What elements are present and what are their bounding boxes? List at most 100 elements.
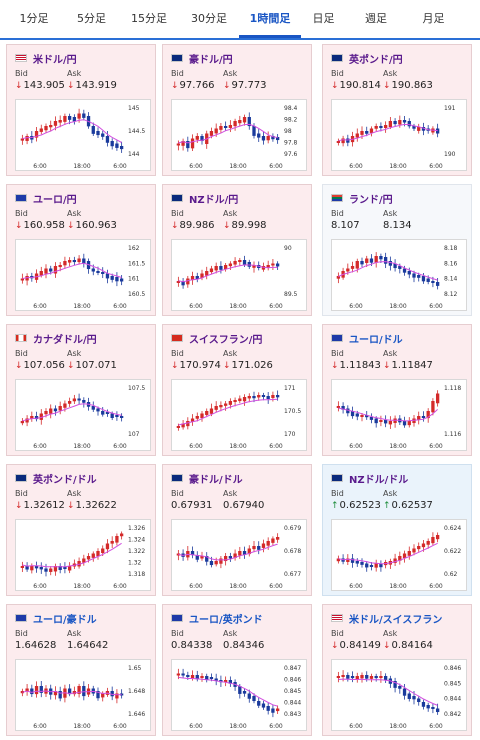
- rate-card[interactable]: 米ドル/スイスフラン Bid Ask ↓ 0.84149 ↓ 0.84164 0.846 0.8…: [322, 604, 472, 736]
- tab-8[interactable]: 月足: [422, 12, 445, 25]
- pair-name[interactable]: ユーロ/英ポンド: [189, 614, 263, 626]
- rate-card[interactable]: NZドル/ドル Bid Ask ↑ 0.62523 ↑ 0.62537 0.624 0.622 0…: [322, 464, 472, 596]
- pair-name[interactable]: 豪ドル/ドル: [189, 474, 243, 486]
- candle-body: [379, 126, 383, 128]
- ask-label: Ask: [67, 209, 82, 218]
- price-chart[interactable]: 107.5 107 6:00 18:00 6:00: [15, 379, 151, 451]
- price-chart[interactable]: 191 190 6:00 18:00 6:00: [331, 99, 467, 171]
- candle-body: [369, 128, 374, 133]
- candle-body: [119, 416, 124, 418]
- price-chart[interactable]: 98.4 98.2 98 97.8 97.6 6:00 18:00 6:00: [171, 99, 307, 171]
- candle-body: [257, 133, 261, 138]
- pair-name[interactable]: ユーロ/ドル: [349, 334, 403, 346]
- rate-card[interactable]: NZドル/円 Bid Ask ↓ 89.986 ↓ 89.998 90 89.5 6:00 18:0…: [162, 184, 312, 316]
- rate-card[interactable]: 豪ドル/円 Bid Ask ↓ 97.766 ↓ 97.773 98.4 98.2 98 97.8 9…: [162, 44, 312, 176]
- pair-name[interactable]: ユーロ/豪ドル: [33, 614, 97, 626]
- pair-name[interactable]: 英ポンド/ドル: [33, 474, 97, 486]
- pair-name[interactable]: カナダドル/円: [33, 334, 97, 346]
- y-tick-label: 0.622: [444, 548, 461, 555]
- rate-card[interactable]: スイスフラン/円 Bid Ask ↓ 170.974 ↓ 171.026 171 170.5 17…: [162, 324, 312, 456]
- bid-label: Bid: [171, 69, 184, 78]
- au-flag-icon: [171, 54, 183, 62]
- candle-body: [223, 556, 228, 562]
- pair-name[interactable]: ランド/円: [349, 194, 393, 206]
- rate-card[interactable]: ランド/円 Bid Ask 8.107 8.134 8.18 8.16 8.14 8.12 6:0…: [322, 184, 472, 316]
- down-arrow-icon: ↓: [15, 500, 23, 511]
- candle-body: [39, 128, 43, 132]
- x-tick-label: 18:00: [229, 723, 246, 730]
- candle-body: [238, 398, 242, 402]
- us-flag-icon: [15, 54, 27, 62]
- candle-body: [271, 538, 275, 543]
- rate-card[interactable]: ユーロ/英ポンド Bid Ask 0.84338 0.84346 0.847 0.846 0.…: [162, 604, 312, 736]
- price-chart[interactable]: 0.846 0.845 0.844 0.842 6:00 18:00 6:00: [331, 659, 467, 731]
- tab-2[interactable]: 5分足: [77, 12, 106, 25]
- candle-body: [252, 126, 256, 136]
- candle-body: [341, 138, 345, 144]
- x-tick-label: 6:00: [113, 443, 127, 450]
- price-chart[interactable]: 0.679 0.678 0.677 6:00 18:00 6:00: [171, 519, 307, 591]
- ch-flag-icon: [171, 334, 183, 342]
- candle-body: [233, 261, 237, 265]
- candle-body: [101, 272, 105, 274]
- rate-card[interactable]: ユーロ/豪ドル Bid Ask 1.64628 1.64642 1.65 1.648 1.64…: [6, 604, 156, 736]
- rate-card[interactable]: ユーロ/円 Bid Ask ↓ 160.958 ↓ 160.963 162 161.5 161 16…: [6, 184, 156, 316]
- rate-card[interactable]: 英ポンド/円 Bid Ask ↓ 190.814 ↓ 190.863 191 190 6:00 18…: [322, 44, 472, 176]
- tab-5[interactable]: 1時間足: [239, 0, 301, 38]
- candle-body: [25, 566, 29, 570]
- candle-body: [77, 113, 81, 119]
- moving-average-line: [22, 262, 122, 280]
- pair-name[interactable]: 英ポンド/円: [349, 54, 403, 66]
- price-chart[interactable]: 0.624 0.622 0.62 6:00 18:00 6:00: [331, 519, 467, 591]
- x-tick-label: 18:00: [229, 583, 246, 590]
- candle-body: [369, 676, 374, 679]
- candle-body: [39, 686, 43, 693]
- candle-body: [379, 563, 383, 568]
- candle-body: [181, 423, 185, 428]
- price-chart[interactable]: 1.326 1.324 1.322 1.32 1.318 6:00 18:00 6:00: [15, 519, 151, 591]
- rate-card[interactable]: 英ポンド/ドル Bid Ask ↓ 1.32612 ↓ 1.32622 1.326 1.324 1…: [6, 464, 156, 596]
- y-tick-label: 170.5: [284, 408, 301, 415]
- tab-4[interactable]: 30分足: [191, 12, 227, 25]
- candle-body: [266, 396, 270, 400]
- price-chart[interactable]: 171 170.5 170 6:00 18:00 6:00: [171, 379, 307, 451]
- candle-body: [242, 691, 247, 694]
- pair-name[interactable]: スイスフラン/円: [189, 334, 263, 346]
- rate-card[interactable]: 豪ドル/ドル Bid Ask 0.67931 0.67940 0.679 0.678 0.67…: [162, 464, 312, 596]
- x-tick-label: 6:00: [189, 443, 203, 450]
- pair-name[interactable]: 米ドル/円: [33, 54, 77, 66]
- price-chart[interactable]: 0.847 0.846 0.845 0.844 0.843 6:00 18:00 6:00: [171, 659, 307, 731]
- tab-6[interactable]: 日足: [312, 12, 335, 25]
- candle-body: [200, 413, 204, 419]
- x-tick-label: 6:00: [429, 163, 443, 170]
- down-arrow-icon: ↓: [223, 360, 231, 371]
- pair-name[interactable]: NZドル/ドル: [349, 474, 409, 486]
- rate-card[interactable]: カナダドル/円 Bid Ask ↓ 107.056 ↓ 107.071 107.5 107 6:0…: [6, 324, 156, 456]
- price-chart[interactable]: 145 144.5 144 6:00 18:00 6:00: [15, 99, 151, 171]
- tab-1[interactable]: 1分足: [19, 12, 49, 25]
- candle-body: [219, 126, 223, 130]
- price-chart[interactable]: 1.118 1.116 6:00 18:00 6:00: [331, 379, 467, 451]
- candle-body: [67, 688, 72, 695]
- rate-card[interactable]: ユーロ/ドル Bid Ask ↓ 1.11843 ↓ 1.11847 1.118 1.116 6:…: [322, 324, 472, 456]
- price-chart[interactable]: 90 89.5 6:00 18:00 6:00: [171, 239, 307, 311]
- price-chart[interactable]: 162 161.5 161 160.5 6:00 18:00 6:00: [15, 239, 151, 311]
- pair-name[interactable]: 米ドル/スイスフラン: [349, 614, 443, 626]
- candle-body: [176, 673, 181, 676]
- tab-3[interactable]: 15分足: [131, 12, 167, 25]
- down-arrow-icon: ↓: [331, 640, 339, 651]
- candle-body: [407, 271, 411, 275]
- pair-name[interactable]: 豪ドル/円: [189, 54, 233, 66]
- price-chart[interactable]: 1.65 1.648 1.646 6:00 18:00 6:00: [15, 659, 151, 731]
- candle-body: [20, 421, 25, 424]
- rate-card[interactable]: 米ドル/円 Bid Ask ↓ 143.905 ↓ 143.919 145 144.5 144 6:…: [6, 44, 156, 176]
- candle-body: [53, 408, 58, 412]
- candle-body: [365, 131, 369, 134]
- ask-value: ↓ 160.963: [67, 220, 117, 231]
- pair-name[interactable]: ユーロ/円: [33, 194, 77, 206]
- price-chart[interactable]: 8.18 8.16 8.14 8.12 6:00 18:00 6:00: [331, 239, 467, 311]
- candle-body: [257, 546, 261, 550]
- candle-body: [209, 408, 214, 414]
- pair-name[interactable]: NZドル/円: [189, 194, 239, 206]
- tab-7[interactable]: 週足: [365, 12, 387, 25]
